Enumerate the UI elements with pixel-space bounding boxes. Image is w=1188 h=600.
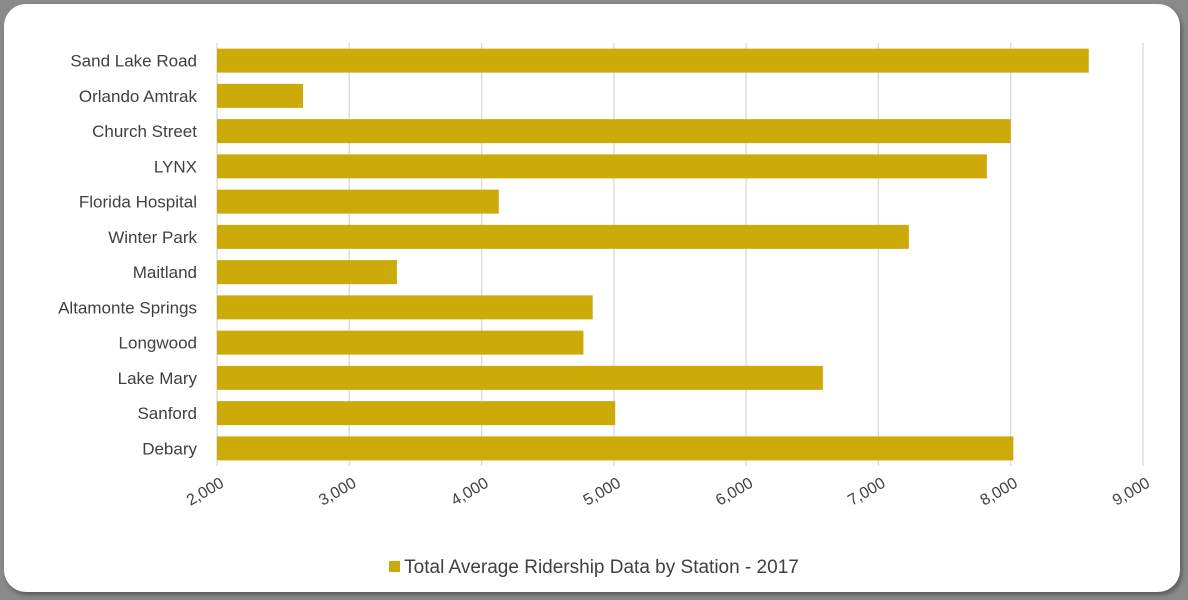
legend-swatch (389, 560, 401, 572)
bar-sand-lake-road (217, 48, 1089, 73)
category-labels: Sand Lake Road Orlando Amtrak Church Stree… (58, 52, 197, 459)
category-label: Orlando Amtrak (79, 87, 198, 106)
category-label: Florida Hospital (79, 193, 197, 212)
category-label: Longwood (119, 334, 197, 353)
bar-altamonte-springs (217, 295, 593, 320)
x-tick-label: 9,000 (1110, 475, 1153, 510)
bar-lake-mary (217, 365, 823, 390)
bar-longwood (217, 330, 584, 355)
legend: Total Average Ridership Data by Station … (0, 556, 1188, 580)
bar-maitland (217, 260, 397, 285)
bar-church-street (217, 119, 1011, 144)
bar-florida-hospital (217, 189, 499, 214)
category-label: Maitland (133, 263, 197, 282)
bar-debary (217, 436, 1014, 461)
category-label: Lake Mary (118, 369, 198, 388)
category-label: Sand Lake Road (70, 52, 197, 71)
bar-winter-park (217, 224, 909, 249)
category-label: Winter Park (108, 228, 197, 247)
bars (217, 48, 1089, 461)
bar-lynx (217, 154, 987, 179)
x-tick-labels: 2,000 3,000 4,000 5,000 6,000 7,000 8,000 9,000 (184, 475, 1153, 510)
category-label: Debary (142, 439, 197, 458)
gridlines (216, 43, 1144, 466)
x-tick-label: 6,000 (713, 475, 756, 510)
category-label: LYNX (154, 157, 197, 176)
bar-orlando-amtrak (217, 83, 303, 108)
x-tick-label: 7,000 (845, 475, 888, 510)
bar-sanford (217, 401, 616, 426)
category-label: Altamonte Springs (58, 298, 197, 317)
x-tick-label: 3,000 (316, 475, 359, 510)
x-tick-label: 4,000 (448, 475, 491, 510)
category-label: Sanford (137, 404, 197, 423)
legend-label: Total Average Ridership Data by Station … (404, 557, 799, 578)
x-tick-label: 8,000 (978, 475, 1021, 510)
x-tick-label: 5,000 (581, 475, 624, 510)
category-label: Church Street (92, 122, 197, 141)
x-tick-label: 2,000 (184, 475, 227, 510)
